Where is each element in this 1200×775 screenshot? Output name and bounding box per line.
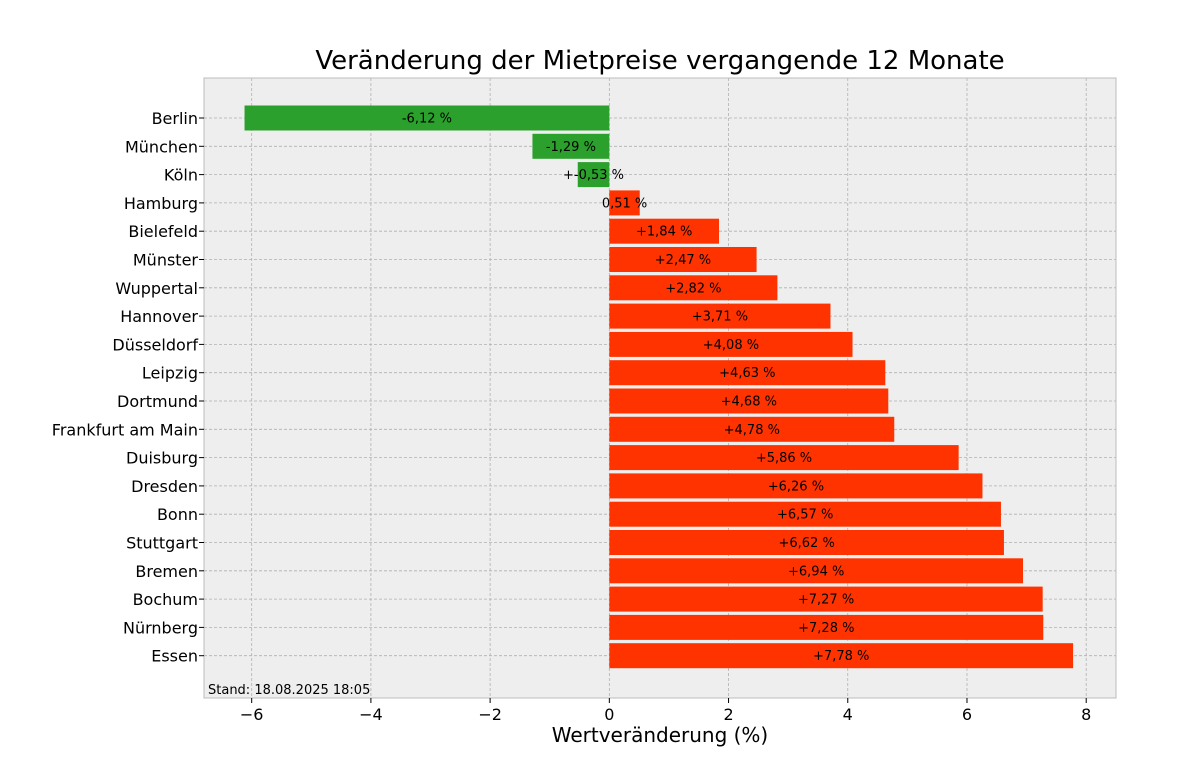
bar-hannover bbox=[609, 303, 831, 329]
bars bbox=[244, 105, 1074, 669]
y-tick-label: Dortmund bbox=[117, 392, 198, 411]
y-tick-label: Bonn bbox=[157, 505, 198, 524]
bar-value-label: +2,47 % bbox=[655, 253, 711, 268]
y-tick-label: Münster bbox=[133, 251, 199, 270]
bar-value-label: +7,27 % bbox=[798, 593, 854, 608]
x-tick-label: −4 bbox=[359, 705, 383, 724]
y-tick-label: Frankfurt am Main bbox=[52, 420, 198, 439]
plot-frame bbox=[203, 77, 1117, 699]
y-tick-label: Düsseldorf bbox=[112, 335, 198, 354]
x-tick-label: −2 bbox=[478, 705, 502, 724]
bar-value-label: +4,78 % bbox=[724, 423, 780, 438]
x-axis: −6 −4 −2 0 2 4 6 8 bbox=[240, 698, 1091, 724]
x-tick-label: −6 bbox=[240, 705, 264, 724]
bar-value-label: +4,63 % bbox=[719, 366, 775, 381]
bar-dresden bbox=[609, 473, 983, 499]
bar-hamburg bbox=[609, 190, 640, 216]
bar-essen bbox=[609, 643, 1074, 669]
y-tick-label: Wuppertal bbox=[115, 279, 198, 298]
bar-value-label: -1,29 % bbox=[546, 140, 596, 155]
y-tick-label: Stuttgart bbox=[126, 534, 198, 553]
bar-stuttgart bbox=[609, 530, 1004, 555]
y-tick-label: Berlin bbox=[152, 109, 198, 128]
y-tick-label: Nürnberg bbox=[123, 618, 198, 637]
bar-berlin bbox=[244, 105, 610, 131]
bar-frankfurt-am-main bbox=[609, 416, 895, 442]
bar-value-label: +4,68 % bbox=[721, 395, 777, 410]
x-tick-label: 6 bbox=[962, 705, 972, 724]
y-tick-label: Hamburg bbox=[124, 194, 198, 213]
y-tick-label: München bbox=[125, 137, 198, 156]
bar-leipzig bbox=[609, 360, 886, 386]
bar-wuppertal bbox=[609, 275, 778, 301]
y-tick-label: Köln bbox=[164, 166, 198, 185]
y-tick-label: Duisburg bbox=[126, 449, 198, 468]
bar-value-label: 0,51 % bbox=[602, 196, 647, 211]
y-tick-label: Bielefeld bbox=[128, 222, 198, 241]
bar-value-label: +-0,53 % bbox=[563, 168, 624, 183]
chart-title: Veränderung der Mietpreise vergangende 1… bbox=[315, 46, 1004, 76]
bar-value-label: +7,28 % bbox=[798, 621, 854, 636]
y-tick-label: Leipzig bbox=[142, 364, 198, 383]
bar-münchen bbox=[532, 133, 610, 159]
x-tick-label: 4 bbox=[843, 705, 853, 724]
y-tick-label: Bremen bbox=[135, 562, 198, 581]
y-tick-label: Dresden bbox=[131, 477, 198, 496]
bar-münster bbox=[609, 247, 757, 272]
x-tick-label: 8 bbox=[1081, 705, 1091, 724]
bar-düsseldorf bbox=[609, 331, 853, 357]
bar-value-label: +1,84 % bbox=[636, 225, 692, 240]
bar-value-label: +6,62 % bbox=[778, 536, 834, 551]
bar-value-label: +6,94 % bbox=[788, 564, 844, 579]
y-tick-label: Essen bbox=[151, 647, 198, 666]
bar-value-label: +7,78 % bbox=[813, 649, 869, 664]
bar-bremen bbox=[609, 558, 1024, 584]
bar-value-label: +5,86 % bbox=[756, 451, 812, 466]
x-axis-label: Wertveränderung (%) bbox=[552, 723, 769, 747]
bar-value-label: +3,71 % bbox=[692, 310, 748, 325]
y-axis: Berlin München Köln Hamburg Bielefeld Münster… bbox=[52, 109, 204, 666]
bar-value-label: +6,57 % bbox=[777, 508, 833, 523]
x-tick-label: 0 bbox=[604, 705, 614, 724]
bar-duisburg bbox=[609, 445, 959, 471]
bar-dortmund bbox=[609, 388, 889, 414]
bar-value-label: -6,12 % bbox=[402, 112, 452, 127]
bar-value-label: +6,26 % bbox=[768, 479, 824, 494]
bar-bonn bbox=[609, 501, 1001, 527]
bar-nürnberg bbox=[609, 614, 1044, 640]
timestamp-footnote: Stand: 18.08.2025 18:05 bbox=[208, 683, 370, 698]
data-labels: -6,12 % -1,29 % +-0,53 % 0,51 % +1,84 % +2,47… bbox=[402, 112, 870, 665]
y-tick-label: Bochum bbox=[133, 590, 198, 609]
bar-value-label: +2,82 % bbox=[665, 281, 721, 296]
bar-bielefeld bbox=[609, 218, 720, 244]
bar-value-label: +4,08 % bbox=[703, 338, 759, 353]
x-tick-label: 2 bbox=[723, 705, 733, 724]
bar-köln bbox=[577, 162, 610, 188]
bar-bochum bbox=[609, 586, 1043, 612]
y-tick-label: Hannover bbox=[120, 307, 198, 326]
